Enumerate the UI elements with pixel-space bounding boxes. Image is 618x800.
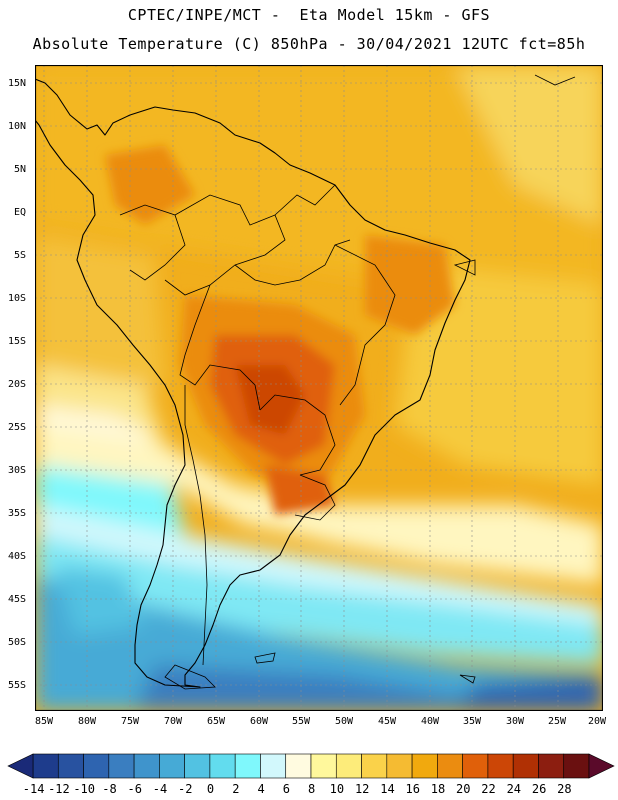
lat-label-5s: 5S [14,250,27,261]
colorbar-box [411,753,438,779]
lat-label-40s: 40S [8,551,27,562]
colorbar-label: -12 [48,782,70,796]
colorbar-box [32,753,59,779]
lat-label-15s: 15S [8,336,27,347]
temperature-map [35,65,603,711]
lat-label-25s: 25S [8,422,27,433]
lon-label-55w: 55W [291,716,311,727]
islands [164,74,576,690]
colorbar-label: -4 [152,782,168,796]
colorbar-label: 22 [481,782,496,796]
lat-label-eq: EQ [14,207,27,218]
colorbar-label: 6 [282,782,290,796]
colorbar-label: 4 [257,782,265,796]
colorbar-box [538,753,565,779]
lat-label-20s: 20S [8,379,27,390]
lat-label-5n: 5N [14,164,27,175]
colorbar-label: 16 [405,782,420,796]
colorbar-box [310,753,337,779]
colorbar-boxes [32,753,590,779]
colorbar-label: 0 [206,782,215,796]
colorbar-label: -10 [73,782,96,796]
lon-label-75w: 75W [120,716,140,727]
colorbar-high-arrow [588,753,615,779]
colorbar-label: 28 [557,782,572,796]
lat-label-15n: 15N [8,78,27,89]
country-borders [119,184,396,666]
lat-label-30s: 30S [8,465,27,476]
colorbar-box [487,753,514,779]
colorbar-box [335,753,362,779]
lon-label-65w: 65W [206,716,226,727]
colorbar-box [83,753,110,779]
lon-label-60w: 60W [249,716,269,727]
lon-label-50w: 50W [334,716,354,727]
colorbar-label: -8 [102,782,117,796]
lon-label-20w: 20W [587,716,607,727]
colorbar-box [108,753,135,779]
lat-label-45s: 45S [8,594,27,605]
chart-title-line-2: Absolute Temperature (C) 850hPa - 30/04/… [32,35,586,53]
colorbar-label: 14 [380,782,395,796]
colorbar-box [260,753,287,779]
colorbar-label: 18 [430,782,446,796]
colorbar-label: 10 [329,782,345,796]
colorbar-box [285,753,312,779]
lon-label-80w: 80W [77,716,97,727]
colorbar-label: 20 [456,782,471,796]
lat-label-50s: 50S [8,637,27,648]
colorbar-box [361,753,388,779]
colorbar-box [386,753,413,779]
colorbar-box [563,753,590,779]
temperature-field [35,65,603,711]
colorbar-box [57,753,84,779]
chart-title-line-1: CPTEC/INPE/MCT - Eta Model 15km - GFS [127,6,491,24]
colorbar-low-arrow [7,753,34,779]
colorbar [7,753,615,779]
colorbar-box [159,753,185,779]
map-frame [35,65,603,711]
colorbar-label: 12 [354,782,370,796]
lat-label-10s: 10S [8,293,27,304]
lon-label-70w: 70W [163,716,183,727]
lat-label-55s: 55S [8,680,27,691]
lon-label-35w: 35W [462,716,482,727]
lon-label-25w: 25W [547,716,567,727]
colorbar-box [209,753,236,779]
lat-label-10n: 10N [8,121,27,132]
colorbar-label: -14 [22,782,45,796]
lat-label-35s: 35S [8,508,27,519]
colorbar-box [512,753,539,779]
colorbar-box [462,753,489,779]
lon-label-40w: 40W [420,716,440,727]
colorbar-label: 26 [531,782,547,796]
colorbar-label: 8 [308,782,316,796]
colorbar-label: 2 [232,782,240,796]
colorbar-box [133,753,160,779]
colorbar-label: -2 [178,782,193,796]
colorbar-box [234,753,261,779]
colorbar-box [437,753,463,779]
colorbar-box [184,753,211,779]
lon-label-45w: 45W [377,716,397,727]
lon-label-30w: 30W [505,716,525,727]
colorbar-label: 24 [506,782,522,796]
colorbar-label: -6 [127,782,142,796]
lon-label-85w: 85W [34,716,54,727]
coastline [35,78,471,688]
